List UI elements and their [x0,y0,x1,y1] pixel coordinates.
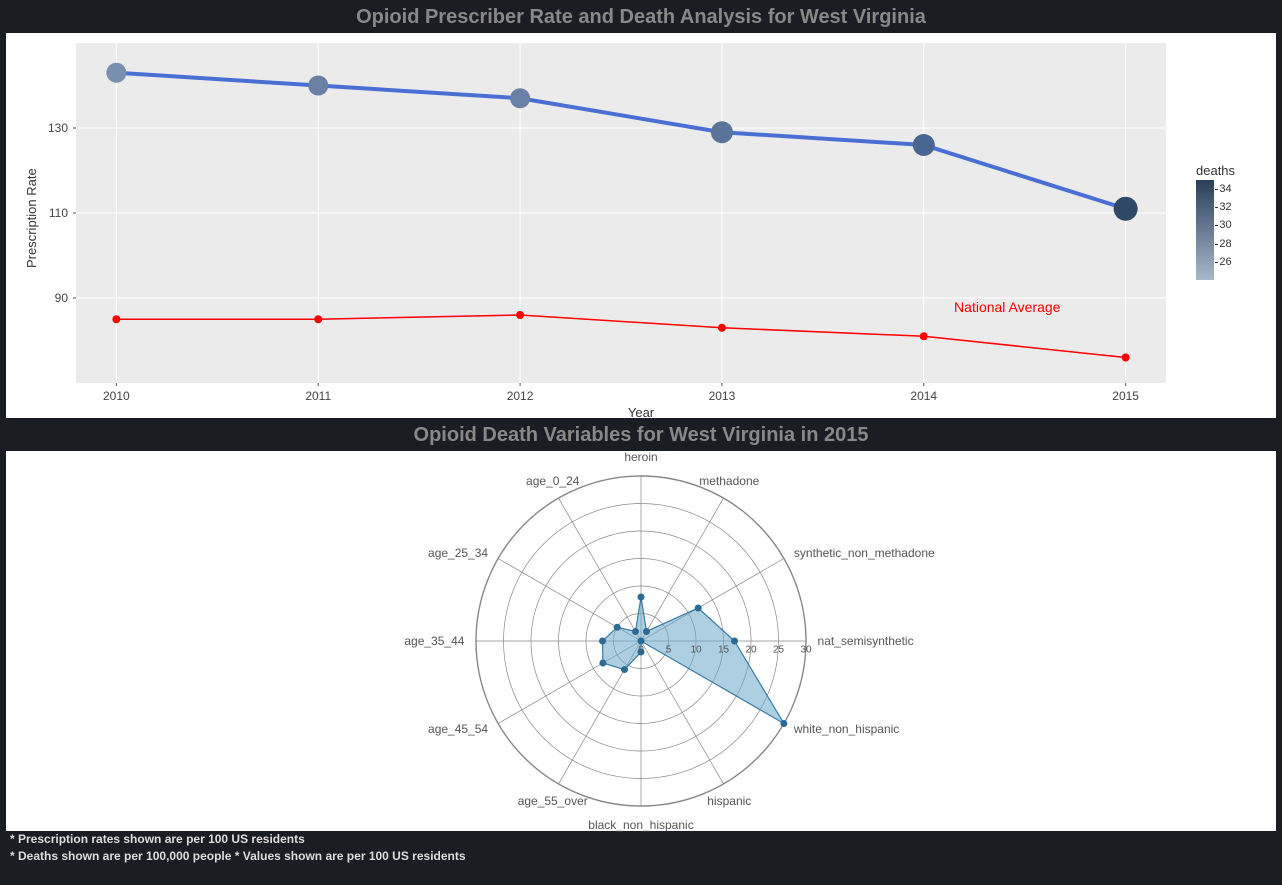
y-tick-label: 130 [36,121,68,135]
radar-ring-tick: 25 [773,645,784,656]
radar-chart-svg [6,451,1276,831]
radar-axis-label: heroin [624,450,657,464]
line-chart-title: Opioid Prescriber Rate and Death Analysi… [6,0,1276,33]
x-tick-label: 2015 [1112,389,1139,403]
x-tick-label: 2013 [709,389,736,403]
page-root: Opioid Prescriber Rate and Death Analysi… [0,0,1282,869]
x-axis-title: Year [628,405,654,420]
radar-axis-label: white_non_hispanic [794,722,899,736]
y-tick-label: 90 [36,291,68,305]
radar-chart-panel: heroin methadone synthetic_non_methadonena… [6,451,1276,831]
radar-axis-label: age_45_54 [428,722,488,736]
radar-chart-title: Opioid Death Variables for West Virginia… [6,418,1276,451]
legend-gradient-bar [1196,180,1214,280]
radar-axis-label: methadone [699,474,759,488]
radar-ring-tick: 0 [638,645,644,656]
x-tick-label: 2012 [507,389,534,403]
radar-axis-label: synthetic_non_methadone [794,546,935,560]
legend-tick-label: 30 [1219,219,1231,231]
footnote-2: * Deaths shown are per 100,000 people * … [6,848,1276,865]
legend-tick-label: 34 [1219,183,1231,195]
x-tick-label: 2014 [910,389,937,403]
radar-axis-label: nat_semisynthetic [818,634,914,648]
radar-axis-label: black_non_hispanic [588,818,693,832]
x-tick-label: 2011 [305,389,331,403]
legend-title: deaths [1196,163,1235,178]
radar-axis-label: age_35_44 [404,634,464,648]
deaths-colorbar-legend: deaths 26 28 30 32 34 [1196,163,1235,280]
line-chart-svg [6,33,1276,418]
line-chart-panel: Prescription Rate Year National Average … [6,33,1276,418]
radar-ring-tick: 10 [690,645,701,656]
radar-axis-label: hispanic [707,794,751,808]
x-tick-label: 2010 [103,389,130,403]
radar-ring-tick: 20 [745,645,756,656]
footnote-1: * Prescription rates shown are per 100 U… [6,831,1276,848]
radar-ring-tick: 30 [800,645,811,656]
legend-tick-label: 26 [1219,256,1231,268]
legend-tick-label: 28 [1219,238,1231,250]
y-tick-label: 110 [36,206,68,220]
radar-ring-tick: 5 [666,645,672,656]
radar-axis-label: age_25_34 [428,546,488,560]
radar-ring-tick: 15 [718,645,729,656]
legend-tick-label: 32 [1219,201,1231,213]
radar-axis-label: age_0_24 [526,474,579,488]
radar-axis-label: age_55_over [518,794,588,808]
national-average-annotation: National Average [954,299,1060,315]
